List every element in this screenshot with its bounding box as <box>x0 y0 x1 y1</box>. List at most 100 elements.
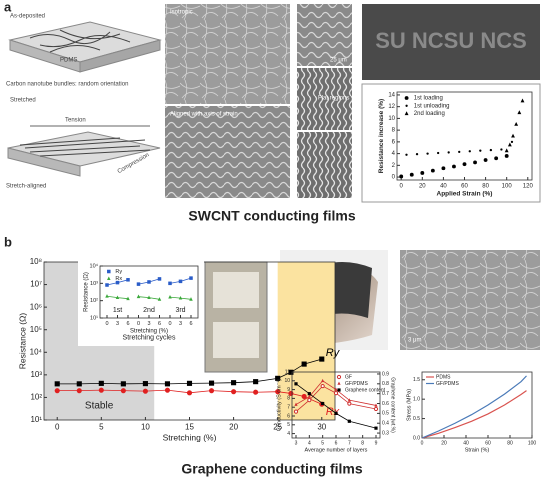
x-tick-label: 4 <box>308 440 311 446</box>
marker <box>107 269 111 274</box>
y-tick-label: 11 <box>285 369 290 375</box>
marker <box>473 160 477 165</box>
y-tick-label: 0.0 <box>413 435 420 441</box>
marker <box>405 153 408 156</box>
series-line <box>421 390 527 439</box>
marker <box>504 154 509 158</box>
y-axis-label: Resistance increase (%) <box>378 99 385 173</box>
y2-axis-label: Graphene content (wt.%) <box>390 377 396 433</box>
x-tick-label: 20 <box>419 183 426 189</box>
series-label: Ry <box>326 347 341 359</box>
legend-label: 1st loading <box>414 96 443 102</box>
marker <box>405 104 408 107</box>
marker <box>399 174 404 179</box>
marker <box>504 148 509 153</box>
series-label: Rx <box>326 406 340 418</box>
marker <box>157 277 162 281</box>
marker <box>307 392 311 396</box>
inset-background <box>78 260 204 346</box>
bundles-label: Carbon nanotube bundles: random orientat… <box>6 82 128 88</box>
group-label: 3rd <box>175 307 185 314</box>
x-tick-label: 20 <box>229 423 238 432</box>
series-line <box>295 380 377 406</box>
scale-label: 3 μm <box>408 338 421 344</box>
marker <box>468 150 471 153</box>
marker <box>253 379 259 385</box>
legend-label: GF/PDMS <box>436 381 459 387</box>
marker <box>164 387 171 393</box>
marker <box>147 295 151 300</box>
marker <box>337 381 341 385</box>
y-tick-label: 12 <box>388 104 395 110</box>
marker <box>288 369 294 375</box>
y-tick-label: 10² <box>90 298 98 304</box>
y-tick-label: 0.5 <box>413 416 420 422</box>
marker <box>347 398 351 402</box>
marker <box>178 279 183 284</box>
y-tick-label: 10³ <box>90 281 98 287</box>
substrate-label: PDMS <box>60 58 77 64</box>
y2-tick-label: 0.7 <box>382 391 389 397</box>
marker <box>208 388 215 394</box>
y-tick-label: 2 <box>392 163 396 169</box>
marker <box>347 401 352 406</box>
marker <box>126 296 130 301</box>
marker <box>301 393 307 400</box>
x-tick-label: 0 <box>421 440 424 446</box>
legend-label: Rx <box>115 276 122 282</box>
x-axis-label: Stretching (%) <box>163 432 217 442</box>
marker <box>430 168 435 173</box>
x-tick-label: 80 <box>482 183 489 189</box>
x-tick-label: 40 <box>440 183 447 189</box>
x-tick-label: 3 <box>295 440 298 446</box>
scale-label: 25 μm <box>330 58 347 64</box>
y-tick-label: 10 <box>284 378 290 384</box>
marker <box>320 383 325 389</box>
y-tick-label: 10¹ <box>90 315 98 321</box>
device-photo <box>213 272 259 308</box>
y2-tick-label: 0.5 <box>382 411 389 417</box>
marker <box>347 419 351 423</box>
y-tick-label: 4 <box>287 431 290 437</box>
marker <box>301 361 307 367</box>
marker <box>54 388 60 394</box>
marker <box>333 391 339 396</box>
x-tick-label: 60 <box>461 183 468 189</box>
marker <box>157 297 162 301</box>
marker <box>334 411 338 415</box>
marker <box>293 409 299 414</box>
marker <box>178 296 183 300</box>
micrograph-label: Aligned with axis of strain <box>170 112 238 118</box>
x-axis-label: Applied Strain (%) <box>437 191 493 198</box>
marker <box>483 158 488 162</box>
marker <box>168 295 172 299</box>
marker <box>294 402 298 406</box>
x-tick-label: 3 <box>147 321 150 327</box>
group-label: 2nd <box>143 307 155 314</box>
x-tick-label: 100 <box>502 183 513 189</box>
marker <box>115 280 120 285</box>
marker <box>507 142 512 147</box>
legend-label: 2nd loading <box>414 111 445 117</box>
y-axis-label: Stress (MPa) <box>406 389 412 421</box>
panel-label: a <box>4 0 12 14</box>
series-line <box>295 385 377 412</box>
panel-label: b <box>4 234 12 249</box>
x-tick-label: 0 <box>137 321 140 327</box>
marker <box>294 382 298 386</box>
y-tick-label: 10⁶ <box>30 302 42 311</box>
marker <box>520 98 525 103</box>
marker <box>319 356 325 362</box>
marker <box>404 111 409 116</box>
marker <box>208 380 215 386</box>
marker <box>120 388 126 394</box>
photo-text: SU NCSU NCS <box>375 28 527 53</box>
y-tick-label: 4 <box>392 151 396 157</box>
marker <box>275 375 281 381</box>
axes-frame <box>421 371 533 439</box>
y-tick-label: 10¹ <box>30 415 42 424</box>
marker <box>374 403 378 407</box>
series-line <box>421 375 527 439</box>
marker <box>458 150 461 153</box>
